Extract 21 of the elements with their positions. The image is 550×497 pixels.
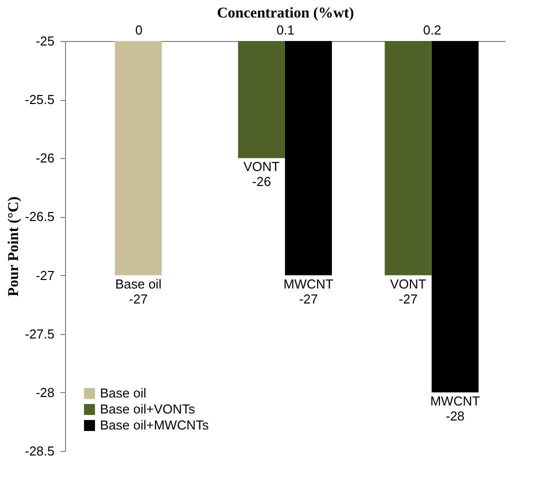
y-tick-label: -25.5 xyxy=(24,92,54,108)
legend-label: Base oil+MWCNTs xyxy=(100,418,210,432)
data-label: MWCNT -28 xyxy=(430,393,480,424)
y-tick-label: -26 xyxy=(36,150,54,166)
legend-label: Base oil xyxy=(100,386,146,400)
data-label: VONT -26 xyxy=(243,159,280,190)
x-axis-title: Concentration (%wt) xyxy=(216,6,354,22)
y-tick-label: -27.5 xyxy=(24,326,54,342)
data-label: Base oil -27 xyxy=(115,276,162,306)
legend-label: Base oil+VONTs xyxy=(100,402,196,416)
y-tick-label: -28.5 xyxy=(24,444,54,458)
x-tick-label: 0.2 xyxy=(423,22,442,38)
y-axis-title: Pour Point (°C) xyxy=(6,196,22,296)
y-tick-label: -28 xyxy=(36,384,54,400)
x-tick-label: 0.1 xyxy=(276,22,295,38)
y-tick-label: -27 xyxy=(36,268,54,283)
y-tick-label: -26.5 xyxy=(24,209,54,224)
data-label: VONT -27 xyxy=(390,276,426,306)
y-tick-label: -25 xyxy=(36,34,54,48)
data-label: MWCNT -27 xyxy=(284,276,334,306)
x-tick-label: 0 xyxy=(135,22,142,38)
